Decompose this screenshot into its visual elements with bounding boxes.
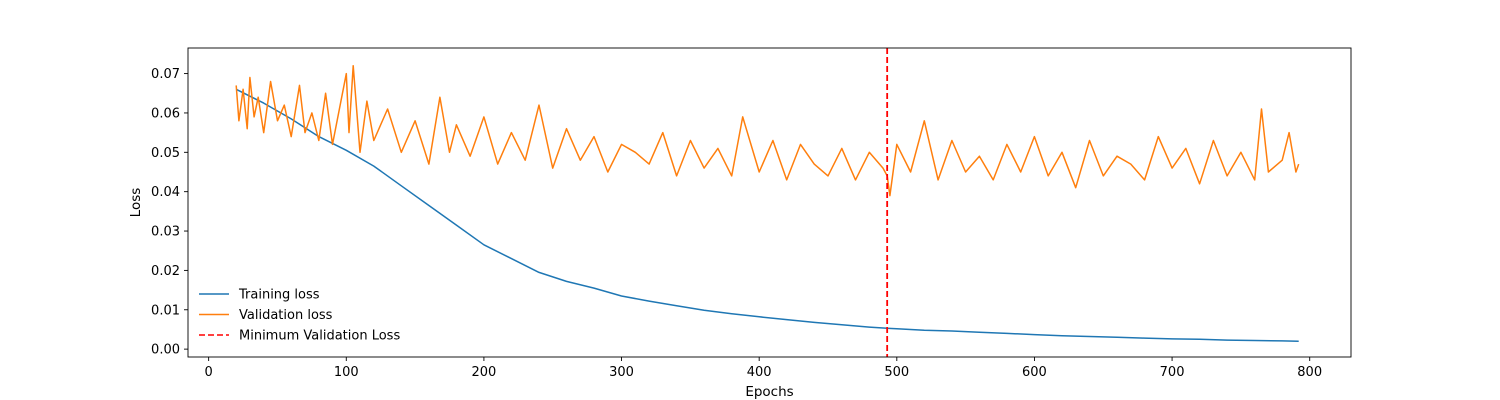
y-axis-ticks: 0.00 0.01 0.02 0.03 0.04 0.05 0.06 0.07: [151, 67, 188, 358]
x-tick-label: 800: [1297, 365, 1322, 380]
y-tick-label: 0.02: [151, 264, 180, 279]
y-tick-label: 0.06: [151, 106, 180, 121]
plot-frame: [187, 47, 1352, 358]
y-tick-label: 0.03: [151, 225, 180, 240]
training-loss-line: [235, 88, 1299, 343]
plot-content: [235, 48, 1300, 357]
y-tick-label: 0.04: [151, 185, 180, 200]
x-tick-label: 700: [1160, 365, 1185, 380]
x-tick-label: 0: [205, 365, 213, 380]
legend-label-training-loss: Training loss: [238, 288, 320, 303]
x-tick-label: 500: [884, 365, 909, 380]
x-axis-label: Epochs: [745, 384, 793, 400]
validation-loss-line: [235, 64, 1300, 197]
y-tick-label: 0.05: [151, 146, 180, 161]
y-tick-label: 0.00: [151, 343, 180, 358]
x-tick-label: 400: [747, 365, 772, 380]
x-tick-label: 600: [1022, 365, 1047, 380]
x-tick-label: 300: [609, 365, 634, 380]
y-tick-label: 0.01: [151, 303, 180, 318]
x-tick-label: 100: [334, 365, 359, 380]
legend: Training loss Validation loss Minimum Va…: [199, 288, 400, 344]
y-axis-label: Loss: [128, 188, 144, 218]
legend-label-minimum-validation-loss: Minimum Validation Loss: [239, 329, 400, 344]
x-tick-label: 200: [471, 365, 496, 380]
y-tick-label: 0.07: [151, 67, 180, 82]
x-axis-ticks: 0 100 200 300 400 500 600 700 800: [205, 357, 1322, 380]
legend-label-validation-loss: Validation loss: [239, 308, 333, 323]
